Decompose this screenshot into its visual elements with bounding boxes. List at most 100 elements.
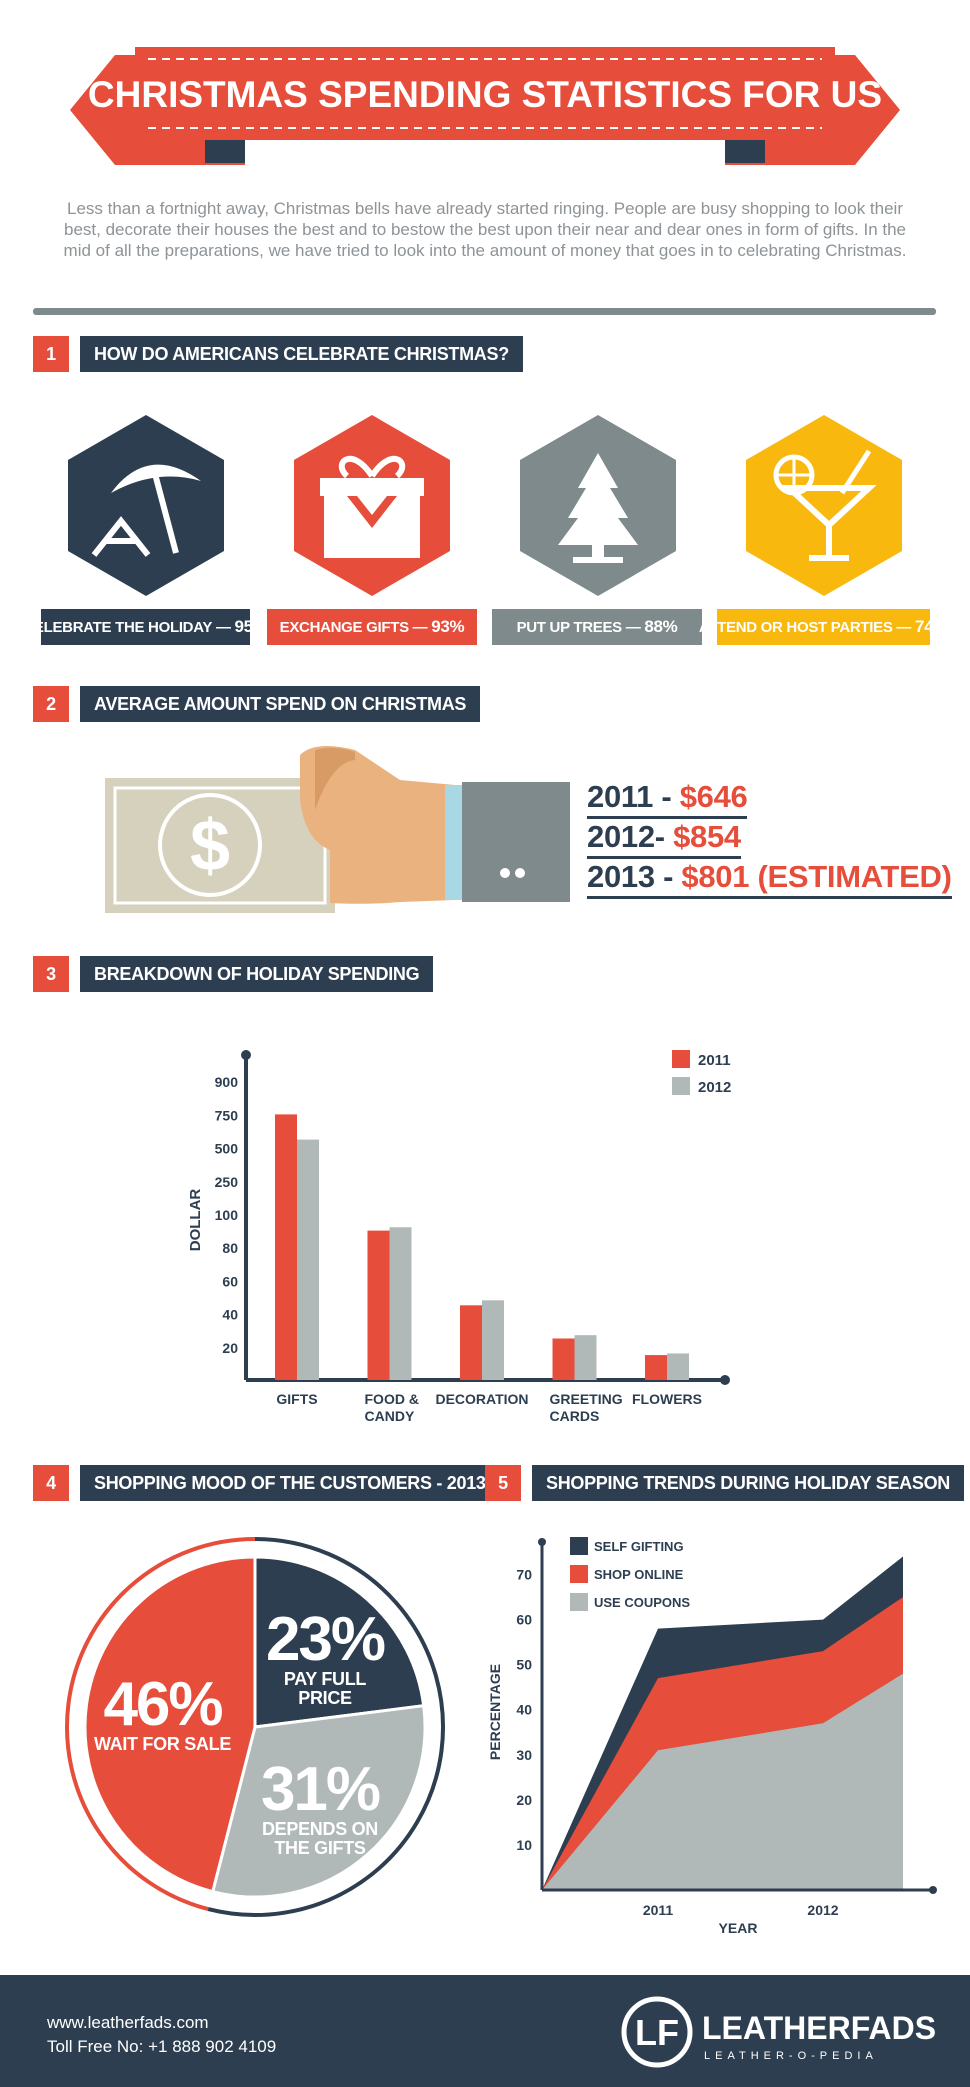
section-3-header: 3 BREAKDOWN OF HOLIDAY SPENDING bbox=[33, 956, 434, 992]
intro-text: Less than a fortnight away, Christmas be… bbox=[63, 199, 907, 260]
spend-year: 2012- bbox=[587, 819, 674, 854]
spend-year: 2011 - bbox=[587, 779, 680, 814]
legend-swatch bbox=[570, 1565, 588, 1583]
bar-2012 bbox=[667, 1353, 689, 1380]
x-tick-label: GREETING bbox=[550, 1391, 623, 1407]
section-5-header: 5 SHOPPING TRENDS DURING HOLIDAY SEASON bbox=[485, 1465, 964, 1501]
legend-swatch bbox=[672, 1077, 690, 1095]
legend-swatch bbox=[570, 1537, 588, 1555]
y-tick-label: 900 bbox=[215, 1074, 239, 1090]
outer-ring-navy bbox=[207, 1537, 445, 1917]
section-number: 2 bbox=[33, 686, 69, 722]
x-axis-label: YEAR bbox=[719, 1920, 758, 1936]
legend-label: 2011 bbox=[698, 1052, 731, 1069]
legend-label: SHOP ONLINE bbox=[594, 1567, 684, 1582]
y-tick-label: 500 bbox=[215, 1141, 239, 1157]
y-axis-end bbox=[538, 1538, 546, 1546]
title-banner: CHRISTMAS SPENDING STATISTICS FOR US bbox=[70, 47, 900, 165]
holiday-spending-bar-chart: 20 40 60 80 100 250 500 750 900 DOLLAR GIFTS FOOD &… bbox=[187, 1050, 731, 1424]
y-tick-label: 100 bbox=[215, 1207, 239, 1223]
money-hand-illustration: $ bbox=[105, 746, 570, 913]
section-1-header: 1 HOW DO AMERICANS CELEBRATE CHRISTMAS? bbox=[33, 336, 523, 372]
legend-label: SELF GIFTING bbox=[594, 1539, 684, 1554]
shopping-mood-pie-chart bbox=[65, 1537, 445, 1917]
section-number: 1 bbox=[33, 336, 69, 372]
y-axis-label: DOLLAR bbox=[187, 1189, 204, 1252]
y-tick-label: 40 bbox=[222, 1307, 238, 1323]
bar-2011 bbox=[552, 1338, 575, 1380]
tree-icon bbox=[520, 415, 676, 596]
legend-label: USE COUPONS bbox=[594, 1595, 690, 1610]
footer: www.leatherfads.com Toll Free No: +1 888… bbox=[0, 1975, 970, 2087]
cocktail-icon bbox=[746, 415, 902, 596]
pie-label-full-price: 23% PAY FULL PRICE bbox=[255, 1609, 395, 1708]
section-title: AVERAGE AMOUNT SPEND ON CHRISTMAS bbox=[80, 686, 481, 722]
shopping-trends-area-chart: 10 20 30 40 50 60 70 2011 2012 YEAR PERCENTAGE SELF… bbox=[487, 1537, 937, 1936]
svg-text:$: $ bbox=[190, 806, 230, 886]
label-pct: 88% bbox=[644, 617, 678, 636]
pie-text: DEPENDS ON THE GIFTS bbox=[261, 1819, 379, 1858]
x-tick-label: 2012 bbox=[807, 1902, 838, 1918]
bar-2011 bbox=[367, 1230, 390, 1380]
spend-year: 2013 - bbox=[587, 859, 682, 894]
label-pct: 95% bbox=[234, 617, 268, 636]
area-use-coupons bbox=[542, 1673, 903, 1890]
bar-2011 bbox=[460, 1305, 482, 1380]
y-tick-label: 10 bbox=[516, 1837, 532, 1853]
x-tick-label: GIFTS bbox=[276, 1391, 317, 1407]
section-2-header: 2 AVERAGE AMOUNT SPEND ON CHRISTMAS bbox=[33, 686, 481, 722]
pie-slice bbox=[83, 1555, 257, 1894]
logo-tagline: LEATHER-O-PEDIA bbox=[704, 2050, 878, 2062]
spend-2011: 2011 - $646 bbox=[587, 778, 748, 819]
celebrate-label: CELEBRATE THE HOLIDAY — 95% bbox=[23, 609, 268, 645]
put-up-trees-label: PUT UP TREES — 88% bbox=[492, 609, 702, 645]
y-tick-label: 40 bbox=[516, 1702, 532, 1718]
label-pct: 74% bbox=[915, 617, 949, 636]
label-text: EXCHANGE GIFTS bbox=[279, 618, 409, 636]
parties-label: ATTEND OR HOST PARTIES — 74% bbox=[699, 609, 948, 645]
pie-label-depends: 31% DEPENDS ON THE GIFTS bbox=[250, 1755, 390, 1858]
pie-pct: 31% bbox=[260, 1755, 381, 1824]
section-number: 3 bbox=[33, 956, 69, 992]
legend-swatch bbox=[672, 1050, 690, 1068]
y-tick-label: 80 bbox=[222, 1240, 238, 1256]
y-tick-label: 750 bbox=[215, 1107, 239, 1123]
outer-ring-red bbox=[65, 1537, 256, 1912]
exchange-gifts-label: EXCHANGE GIFTS — 93% bbox=[267, 609, 477, 645]
y-tick-label: 30 bbox=[516, 1747, 532, 1763]
pie-slice bbox=[210, 1704, 427, 1899]
bar-2012 bbox=[297, 1139, 319, 1380]
x-tick-label: 2011 bbox=[643, 1902, 674, 1918]
y-tick-label: 50 bbox=[516, 1657, 532, 1673]
legend-label: 2012 bbox=[698, 1079, 731, 1096]
logo-mark: LF bbox=[635, 2012, 679, 2053]
bar-2012 bbox=[574, 1335, 597, 1380]
y-tick-label: 250 bbox=[215, 1174, 239, 1190]
footer-phone: Toll Free No: +1 888 902 4109 bbox=[47, 2037, 277, 2056]
label-text: ATTEND OR HOST PARTIES bbox=[698, 618, 893, 636]
y-tick-label: 70 bbox=[516, 1567, 532, 1583]
gift-icon bbox=[294, 415, 450, 596]
spend-2013: 2013 - $801 (ESTIMATED) bbox=[587, 858, 952, 899]
spend-amount: $801 (ESTIMATED) bbox=[681, 859, 952, 894]
y-tick-label: 60 bbox=[516, 1612, 532, 1628]
section-number: 4 bbox=[33, 1465, 69, 1501]
y-axis-end bbox=[241, 1050, 251, 1060]
section-title: BREAKDOWN OF HOLIDAY SPENDING bbox=[80, 956, 434, 992]
section-title: SHOPPING MOOD OF THE CUSTOMERS - 2013 bbox=[80, 1465, 500, 1501]
leatherfads-logo: LF LEATHERFADS LEATHER-O-PEDIA bbox=[621, 1996, 936, 2068]
spend-2012: 2012- $854 bbox=[587, 818, 741, 859]
label-pct: 93% bbox=[431, 617, 465, 636]
logo-name: LEATHERFADS bbox=[702, 2010, 936, 2046]
legend-swatch bbox=[570, 1593, 588, 1611]
section-number: 5 bbox=[485, 1465, 521, 1501]
x-axis-end bbox=[720, 1375, 730, 1385]
pie-slice bbox=[253, 1555, 426, 1729]
pie-pct: 46% bbox=[103, 1670, 223, 1739]
section-title: HOW DO AMERICANS CELEBRATE CHRISTMAS? bbox=[80, 336, 523, 372]
x-tick-label: FLOWERS bbox=[632, 1391, 702, 1407]
footer-website[interactable]: www.leatherfads.com bbox=[47, 2013, 209, 2032]
y-tick-label: 60 bbox=[222, 1273, 238, 1289]
bar-2012 bbox=[482, 1300, 504, 1380]
x-tick-label: DECORATION bbox=[435, 1391, 528, 1407]
